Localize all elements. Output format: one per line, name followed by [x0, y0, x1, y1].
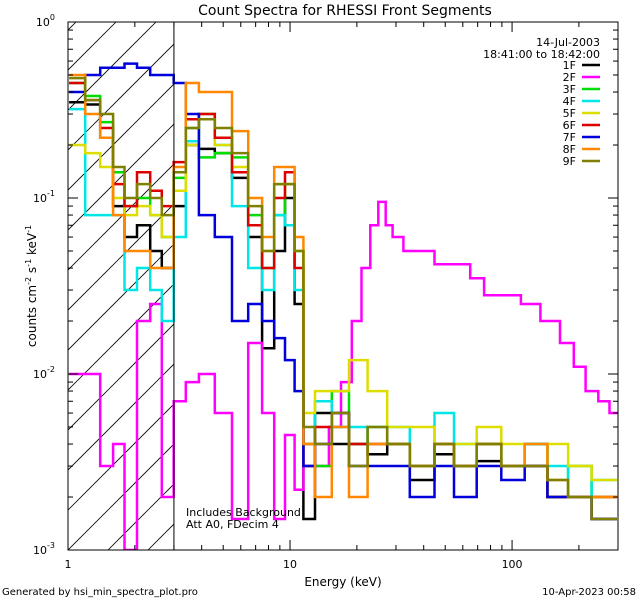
- hatch-line: [68, 403, 174, 511]
- y-axis-label-part: s: [25, 267, 39, 277]
- series-5f: [69, 112, 617, 482]
- hatch-line: [68, 22, 77, 31]
- legend-label: 2F: [563, 71, 576, 84]
- x-tick-label: 1: [65, 558, 72, 571]
- y-tick-label: 10-1: [33, 189, 55, 205]
- legend-label: 9F: [563, 155, 576, 168]
- y-axis-label-part: keV: [25, 232, 39, 259]
- hatch-line: [68, 22, 157, 111]
- y-tick-label: 10-3: [33, 541, 55, 557]
- legend-label: 8F: [563, 143, 576, 156]
- date-label: 14-Jul-2003: [536, 36, 600, 49]
- series-2f: [69, 200, 618, 550]
- hatch-line: [68, 243, 174, 351]
- y-axis-label-exponent: -1: [24, 225, 33, 233]
- y-tick-label: 10-2: [33, 365, 55, 381]
- x-tick-label: 10: [283, 558, 297, 571]
- hatch-line: [0, 0, 28, 550]
- legend-label: 4F: [563, 95, 576, 108]
- annotation-line: Includes Background: [186, 506, 301, 519]
- y-axis-label-exponent: -1: [24, 259, 33, 267]
- legend-label: 5F: [563, 107, 576, 120]
- plot-frame: [67, 21, 619, 551]
- y-axis-label-exponent: -2: [24, 277, 33, 285]
- x-axis-label: Energy (keV): [304, 575, 381, 589]
- hatched-region: [0, 0, 174, 550]
- hatch-line: [68, 83, 174, 191]
- time-label: 18:41:00 to 18:42:00: [483, 48, 600, 61]
- y-axis-label-part: counts cm: [25, 285, 39, 347]
- series-7f: [69, 62, 617, 521]
- x-tick-label: 100: [502, 558, 523, 571]
- hatch-line: [68, 363, 174, 471]
- legend-label: 6F: [563, 119, 576, 132]
- footer-timestamp: 10-Apr-2023 00:58: [542, 587, 636, 598]
- annotation-line: Att A0, FDecim 4: [186, 518, 279, 531]
- y-tick-label: 100: [36, 13, 55, 29]
- legend-label: 3F: [563, 83, 576, 96]
- hatch-line: [68, 203, 174, 311]
- series-9f: [69, 76, 617, 521]
- footer-generator: Generated by hsi_min_spectra_plot.pro: [2, 587, 198, 598]
- chart-title: Count Spectra for RHESSI Front Segments: [198, 3, 492, 19]
- hatch-line: [68, 43, 174, 151]
- legend-label: 7F: [563, 131, 576, 144]
- legend-label: 1F: [563, 59, 576, 72]
- y-axis-label: counts cm-2 s-1 keV-1: [24, 225, 39, 347]
